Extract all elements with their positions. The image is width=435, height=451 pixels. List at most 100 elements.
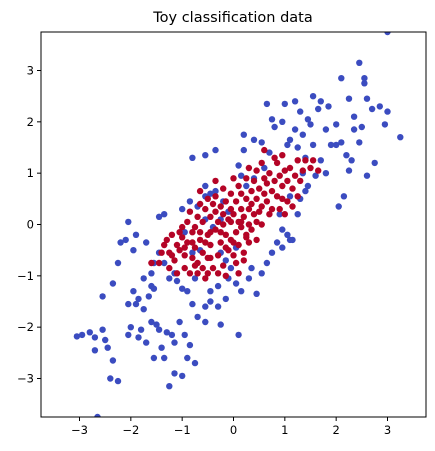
data-point-class-1 xyxy=(171,257,178,264)
data-point-class-1 xyxy=(232,198,240,205)
data-point-class-1 xyxy=(243,195,250,202)
data-point-class-1 xyxy=(279,152,286,159)
data-point-class-0 xyxy=(371,159,378,167)
data-point-class-0 xyxy=(376,103,383,110)
data-point-class-0 xyxy=(107,375,114,382)
data-point-class-0 xyxy=(235,162,242,169)
data-point-class-0 xyxy=(271,123,278,131)
data-point-class-1 xyxy=(222,244,229,251)
data-point-class-1 xyxy=(230,175,237,182)
data-point-class-0 xyxy=(189,300,196,308)
data-point-class-1 xyxy=(222,272,229,279)
x-tick-label: 0 xyxy=(230,423,237,437)
data-point-class-0 xyxy=(86,329,94,336)
data-point-class-1 xyxy=(289,185,296,192)
data-point-class-0 xyxy=(322,170,330,177)
data-point-class-0 xyxy=(286,236,294,244)
data-point-class-1 xyxy=(207,241,214,249)
data-point-class-0 xyxy=(317,98,324,105)
data-point-class-0 xyxy=(348,157,355,164)
data-point-class-0 xyxy=(325,103,332,110)
data-point-class-0 xyxy=(294,211,301,218)
data-point-class-1 xyxy=(261,175,268,182)
data-point-class-0 xyxy=(148,318,155,326)
data-point-class-0 xyxy=(179,285,186,292)
data-point-class-1 xyxy=(194,270,201,277)
data-point-class-0 xyxy=(202,182,209,190)
data-point-class-1 xyxy=(220,185,227,192)
data-point-class-1 xyxy=(196,236,204,244)
data-point-class-1 xyxy=(271,154,278,161)
data-point-class-0 xyxy=(343,152,350,159)
data-point-class-0 xyxy=(207,298,214,305)
data-point-class-1 xyxy=(289,203,296,210)
data-point-class-1 xyxy=(245,164,253,172)
data-point-class-0 xyxy=(361,80,368,87)
data-point-class-0 xyxy=(381,121,389,128)
data-point-class-1 xyxy=(181,264,188,272)
data-point-class-1 xyxy=(258,221,265,228)
data-point-class-1 xyxy=(217,203,224,210)
data-point-class-1 xyxy=(186,270,194,277)
data-point-class-1 xyxy=(207,213,214,220)
data-point-class-1 xyxy=(230,239,237,246)
data-point-class-0 xyxy=(73,333,81,340)
data-point-class-1 xyxy=(248,226,255,233)
data-point-class-0 xyxy=(214,282,222,290)
data-point-class-1 xyxy=(261,146,268,154)
data-point-class-1 xyxy=(168,252,176,259)
x-tick-label: 1 xyxy=(281,423,288,437)
data-point-class-1 xyxy=(238,190,245,197)
data-point-class-1 xyxy=(184,239,191,246)
data-point-class-0 xyxy=(135,334,142,341)
data-point-class-0 xyxy=(384,32,391,36)
data-point-class-1 xyxy=(199,264,206,272)
data-point-class-0 xyxy=(137,326,145,333)
data-point-class-1 xyxy=(214,218,222,226)
data-point-class-0 xyxy=(299,131,306,138)
data-point-class-1 xyxy=(238,218,245,226)
data-point-class-1 xyxy=(191,223,199,231)
plot-background xyxy=(41,32,426,417)
data-point-class-1 xyxy=(235,270,242,277)
data-point-class-1 xyxy=(166,264,173,272)
data-point-class-1 xyxy=(273,159,281,167)
data-point-class-1 xyxy=(220,221,227,228)
data-point-class-0 xyxy=(340,193,348,200)
data-point-class-0 xyxy=(179,372,186,380)
data-point-class-0 xyxy=(109,357,117,364)
data-point-class-1 xyxy=(263,180,271,187)
data-point-class-1 xyxy=(315,167,322,174)
data-point-class-0 xyxy=(345,167,353,174)
data-point-class-0 xyxy=(322,126,330,133)
data-point-class-1 xyxy=(248,187,255,195)
data-point-class-1 xyxy=(299,167,306,174)
data-point-class-0 xyxy=(240,146,247,154)
data-point-class-1 xyxy=(214,270,222,277)
data-point-class-0 xyxy=(145,293,152,300)
data-point-class-0 xyxy=(166,383,173,390)
data-point-class-1 xyxy=(240,257,247,264)
data-point-class-1 xyxy=(191,262,199,269)
data-point-class-1 xyxy=(245,221,253,228)
data-point-class-0 xyxy=(248,264,255,272)
data-point-class-0 xyxy=(166,275,173,282)
data-point-class-0 xyxy=(258,270,265,277)
data-point-class-0 xyxy=(356,139,363,146)
data-point-class-0 xyxy=(250,136,258,143)
data-point-class-0 xyxy=(78,331,86,339)
data-point-class-1 xyxy=(253,218,260,226)
data-point-class-0 xyxy=(155,326,163,333)
data-point-class-0 xyxy=(309,93,317,100)
data-point-class-1 xyxy=(207,254,214,262)
data-point-class-1 xyxy=(245,205,253,213)
data-point-class-0 xyxy=(212,187,219,195)
data-point-class-1 xyxy=(189,254,196,262)
data-point-class-0 xyxy=(135,295,142,303)
data-point-class-0 xyxy=(122,236,129,244)
data-point-class-0 xyxy=(91,334,99,341)
data-point-class-1 xyxy=(217,239,224,246)
y-tick-label: 3 xyxy=(27,64,34,78)
chart-title: Toy classification data xyxy=(152,10,313,26)
